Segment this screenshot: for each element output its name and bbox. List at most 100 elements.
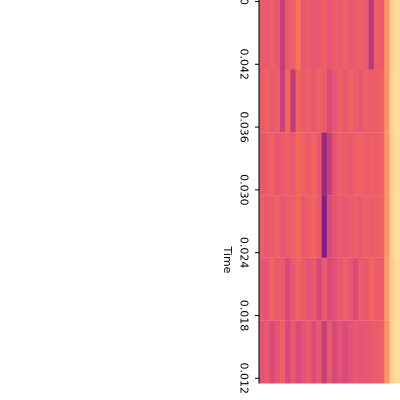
- heatmap-cell: [357, 320, 364, 384]
- heatmap-cell: [352, 320, 359, 384]
- heatmap-cell: [331, 69, 338, 133]
- heatmap-cell: [357, 0, 364, 70]
- heatmap-cell: [363, 195, 369, 258]
- heatmap-cell: [258, 320, 265, 384]
- heatmap-cell: [300, 132, 306, 196]
- heatmap-cell: [357, 69, 364, 133]
- heatmap-cell: [373, 69, 380, 133]
- heatmap-cell: [373, 257, 380, 321]
- heatmap-cell: [378, 195, 385, 258]
- heatmap-cell: [389, 195, 395, 258]
- tick-label: 0.012: [238, 363, 251, 395]
- heatmap-cell: [300, 195, 306, 258]
- heatmap-cell: [269, 195, 275, 258]
- heatmap-cell: [279, 195, 286, 258]
- heatmap-cell: [263, 320, 270, 384]
- heatmap-cell: [326, 132, 333, 196]
- heatmap-cell: [363, 0, 369, 70]
- heatmap-cell: [269, 320, 275, 384]
- heatmap-cell: [368, 0, 374, 70]
- heatmap-cell: [269, 257, 275, 321]
- heatmap-cell: [368, 195, 374, 258]
- heatmap-cell: [321, 132, 327, 196]
- heatmap-cell: [384, 320, 390, 384]
- heatmap-cell: [274, 257, 280, 321]
- heatmap-cell: [258, 132, 265, 196]
- tick-label: 0: [238, 0, 251, 5]
- heatmap-cell: [337, 320, 343, 384]
- heatmap-cell: [274, 69, 280, 133]
- heatmap-cell: [310, 257, 317, 321]
- heatmap-cell: [368, 132, 374, 196]
- heatmap-cell: [310, 132, 317, 196]
- heatmap-cell: [290, 132, 296, 196]
- heatmap-cell: [394, 69, 400, 133]
- heatmap-cell: [263, 0, 270, 70]
- heatmap-cell: [357, 132, 364, 196]
- heatmap-cell: [274, 195, 280, 258]
- heatmap-cell: [326, 0, 333, 70]
- heatmap-cell: [326, 195, 333, 258]
- heatmap-cell: [394, 0, 400, 70]
- heatmap-cell: [321, 69, 327, 133]
- heatmap-cell: [284, 69, 291, 133]
- heatmap-cell: [300, 0, 306, 70]
- heatmap-cell: [290, 0, 296, 70]
- heatmap-cell: [263, 132, 270, 196]
- heatmap-cell: [389, 0, 395, 70]
- heatmap-cell: [316, 132, 322, 196]
- heatmap-cell: [389, 257, 395, 321]
- heatmap-cell: [290, 195, 296, 258]
- heatmap-cell: [263, 257, 270, 321]
- heatmap-cell: [331, 195, 338, 258]
- heatmap-cell: [316, 0, 322, 70]
- heatmap-cell: [373, 320, 380, 384]
- heatmap-cell: [378, 132, 385, 196]
- heatmap-cell: [342, 257, 348, 321]
- tick-label: 0.018: [238, 300, 251, 332]
- heatmap-cell: [258, 257, 265, 321]
- heatmap-cell: [347, 132, 353, 196]
- heatmap-cell: [321, 0, 327, 70]
- heatmap-cell: [326, 69, 333, 133]
- heatmap-cell: [394, 195, 400, 258]
- heatmap-cell: [295, 195, 301, 258]
- time-axis: 0.012 0.018 0.024 0.030 0.036 0.042 0: [238, 0, 260, 394]
- heatmap-cell: [290, 69, 296, 133]
- heatmap-cell: [389, 320, 395, 384]
- heatmap-cell: [352, 0, 359, 70]
- heatmap-cell: [373, 132, 380, 196]
- tick-label: 0.036: [238, 111, 251, 143]
- heatmap-cell: [347, 69, 353, 133]
- heatmap-cell: [342, 69, 348, 133]
- heatmap-cell: [352, 132, 359, 196]
- heatmap-cell: [279, 69, 286, 133]
- tick-label: 0.030: [238, 174, 251, 206]
- tick-label: 0.042: [238, 49, 251, 81]
- heatmap-cell: [368, 320, 374, 384]
- heatmap-cell: [305, 69, 312, 133]
- heatmap-cell: [389, 69, 395, 133]
- heatmap-cell: [279, 0, 286, 70]
- heatmap-cell: [321, 195, 327, 258]
- heatmap-cell: [284, 195, 291, 258]
- heatmap-cell: [384, 195, 390, 258]
- heatmap-cell: [363, 132, 369, 196]
- heatmap-cell: [284, 132, 291, 196]
- heatmap-cell: [284, 0, 291, 70]
- heatmap-cell: [389, 132, 395, 196]
- heatmap-cell: [352, 195, 359, 258]
- heatmap-cell: [305, 132, 312, 196]
- heatmap-cell: [316, 195, 322, 258]
- heatmap-cell: [295, 69, 301, 133]
- heatmap-cell: [310, 0, 317, 70]
- heatmap-cell: [347, 257, 353, 321]
- heatmap-cell: [300, 320, 306, 384]
- heatmap-cell: [363, 69, 369, 133]
- heatmap-cell: [378, 69, 385, 133]
- heatmap-cell: [342, 320, 348, 384]
- heatmap-cell: [368, 257, 374, 321]
- heatmap-cell: [363, 320, 369, 384]
- heatmap-cell: [263, 69, 270, 133]
